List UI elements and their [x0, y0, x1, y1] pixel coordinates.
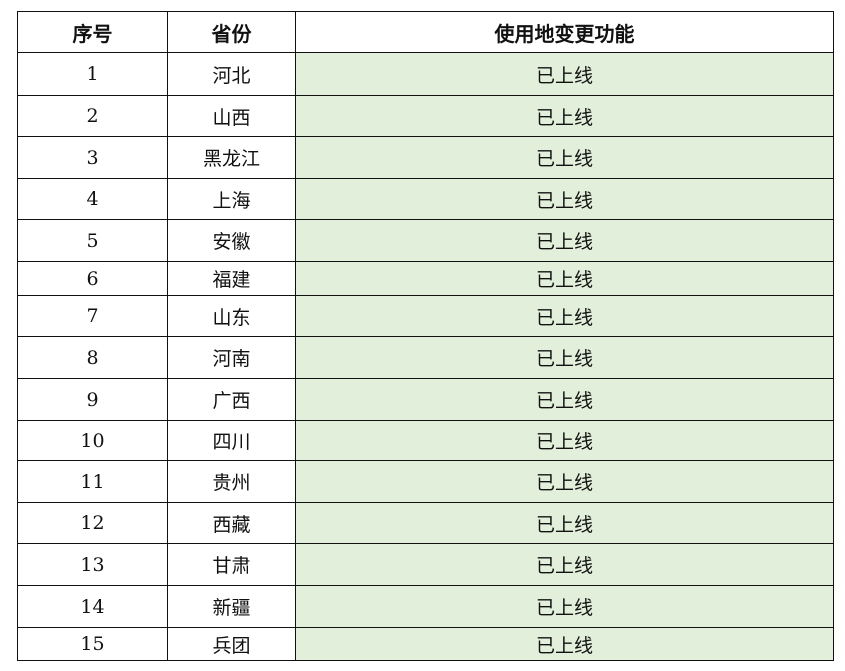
- header-cell: 省份: [167, 11, 296, 53]
- table-row: 15 兵团 已上线: [17, 627, 834, 661]
- index-cell: 12: [17, 502, 168, 544]
- province-cell: 河南: [167, 336, 296, 379]
- table-row: 12 西藏 已上线: [17, 502, 834, 544]
- status-cell: 已上线: [295, 136, 834, 179]
- status-cell: 已上线: [295, 378, 834, 421]
- province-cell: 贵州: [167, 460, 296, 503]
- index-cell: 9: [17, 378, 168, 421]
- status-cell: 已上线: [295, 502, 834, 544]
- province-cell: 四川: [167, 420, 296, 461]
- status-table: 序号 省份 使用地变更功能 1 河北 已上线 2 山西 已上线 3 黑龙江 已上线 4 上海 已上线 5 安徽…: [17, 11, 834, 661]
- status-cell: 已上线: [295, 52, 834, 96]
- status-cell: 已上线: [295, 336, 834, 379]
- table-row: 1 河北 已上线: [17, 52, 834, 96]
- province-cell: 福建: [167, 261, 296, 296]
- status-cell: 已上线: [295, 420, 834, 461]
- province-cell: 新疆: [167, 585, 296, 628]
- status-cell: 已上线: [295, 627, 834, 661]
- province-cell: 甘肃: [167, 543, 296, 586]
- province-cell: 安徽: [167, 219, 296, 262]
- index-cell: 2: [17, 95, 168, 137]
- table-row: 10 四川 已上线: [17, 420, 834, 461]
- header-row: 序号 省份 使用地变更功能: [17, 11, 834, 53]
- table-row: 7 山东 已上线: [17, 295, 834, 337]
- table-row: 11 贵州 已上线: [17, 460, 834, 503]
- header-cell: 序号: [17, 11, 168, 53]
- status-cell: 已上线: [295, 585, 834, 628]
- province-cell: 兵团: [167, 627, 296, 661]
- index-cell: 5: [17, 219, 168, 262]
- table-row: 4 上海 已上线: [17, 178, 834, 220]
- province-cell: 河北: [167, 52, 296, 96]
- province-cell: 广西: [167, 378, 296, 421]
- table-row: 8 河南 已上线: [17, 336, 834, 379]
- table-row: 14 新疆 已上线: [17, 585, 834, 628]
- index-cell: 15: [17, 627, 168, 661]
- status-cell: 已上线: [295, 261, 834, 296]
- table-row: 6 福建 已上线: [17, 261, 834, 296]
- index-cell: 7: [17, 295, 168, 337]
- status-cell: 已上线: [295, 95, 834, 137]
- index-cell: 11: [17, 460, 168, 503]
- table-row: 9 广西 已上线: [17, 378, 834, 421]
- index-cell: 6: [17, 261, 168, 296]
- table-row: 5 安徽 已上线: [17, 219, 834, 262]
- table-row: 3 黑龙江 已上线: [17, 136, 834, 179]
- status-cell: 已上线: [295, 219, 834, 262]
- index-cell: 1: [17, 52, 168, 96]
- index-cell: 3: [17, 136, 168, 179]
- province-cell: 黑龙江: [167, 136, 296, 179]
- status-cell: 已上线: [295, 460, 834, 503]
- index-cell: 4: [17, 178, 168, 220]
- province-cell: 西藏: [167, 502, 296, 544]
- index-cell: 14: [17, 585, 168, 628]
- status-cell: 已上线: [295, 295, 834, 337]
- table-row: 2 山西 已上线: [17, 95, 834, 137]
- index-cell: 8: [17, 336, 168, 379]
- status-cell: 已上线: [295, 543, 834, 586]
- province-cell: 上海: [167, 178, 296, 220]
- table-wrapper: 序号 省份 使用地变更功能 1 河北 已上线 2 山西 已上线 3 黑龙江 已上线 4 上海 已上线 5 安徽…: [17, 11, 834, 661]
- table-row: 13 甘肃 已上线: [17, 543, 834, 586]
- header-cell: 使用地变更功能: [295, 11, 834, 53]
- index-cell: 13: [17, 543, 168, 586]
- province-cell: 山东: [167, 295, 296, 337]
- status-cell: 已上线: [295, 178, 834, 220]
- province-cell: 山西: [167, 95, 296, 137]
- index-cell: 10: [17, 420, 168, 461]
